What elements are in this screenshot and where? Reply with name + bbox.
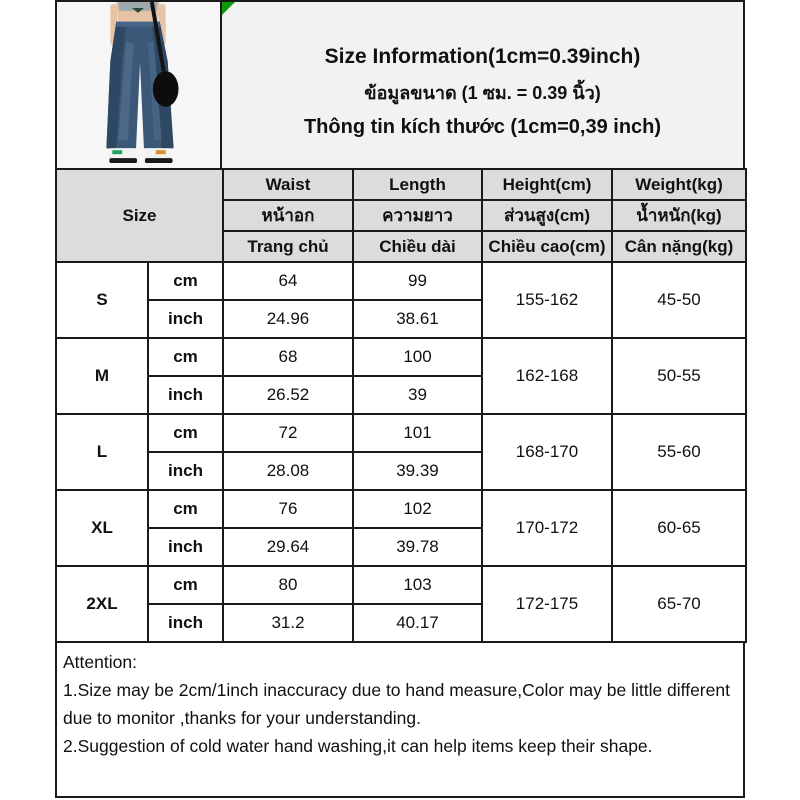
table-row-s-inch: inch 24.96 38.61 (56, 299, 746, 339)
weight-range: 50-55 (611, 337, 747, 415)
length-cm-value: 102 (352, 489, 483, 529)
unit-label-inch: inch (147, 527, 224, 567)
waist-cm-value: 72 (222, 413, 354, 453)
table-row-2xl-inch: inch 31.2 40.17 (56, 603, 746, 643)
size-label: S (55, 261, 149, 339)
unit-label-inch: inch (147, 375, 224, 415)
size-info-title-panel: Size Information(1cm=0.39inch) ข้อมูลขนา… (222, 2, 743, 168)
col-header-waist-vi: Trang chủ (222, 230, 354, 263)
table-row-m-cm: M cm 68 100 162-168 50-55 (55, 337, 747, 415)
table-row-s-cm: S cm 64 99 155-162 45-50 (55, 261, 747, 339)
height-range: 172-175 (481, 565, 613, 643)
unit-label-cm: cm (147, 337, 224, 377)
waist-inch-value: 24.96 (222, 299, 354, 339)
table-row-2xl-cm: 2XL cm 80 103 172-175 65-70 (55, 565, 747, 643)
col-header-weight-en: Weight(kg) (611, 168, 747, 201)
size-label: M (55, 337, 149, 415)
height-range: 162-168 (481, 337, 613, 415)
waist-cm-value: 80 (222, 565, 354, 605)
weight-range: 45-50 (611, 261, 747, 339)
length-inch-value: 38.61 (352, 299, 483, 339)
unit-label-inch: inch (147, 603, 224, 643)
length-inch-value: 39.39 (352, 451, 483, 491)
size-label: 2XL (55, 565, 149, 643)
header-row-th: หน้าอก ความยาว ส่วนสูง(cm) น้ำหนัก(kg) (56, 199, 747, 232)
waist-cm-value: 64 (222, 261, 354, 301)
col-header-height-th: ส่วนสูง(cm) (481, 199, 613, 232)
weight-range: 60-65 (611, 489, 747, 567)
weight-range: 65-70 (611, 565, 747, 643)
height-range: 170-172 (481, 489, 613, 567)
attention-note-1: 1.Size may be 2cm/1inch inaccuracy due t… (63, 680, 730, 728)
title-vietnamese: Thông tin kích thước (1cm=0,39 inch) (303, 116, 662, 138)
size-label: L (55, 413, 149, 491)
table-row-m-inch: inch 26.52 39 (56, 375, 746, 415)
unit-label-inch: inch (147, 451, 224, 491)
height-range: 168-170 (481, 413, 613, 491)
table-row-xl-cm: XL cm 76 102 170-172 60-65 (55, 489, 747, 567)
length-cm-value: 99 (352, 261, 483, 301)
col-header-length-en: Length (352, 168, 483, 201)
model-photo-illustration (57, 2, 220, 168)
waist-cm-value: 68 (222, 337, 354, 377)
attention-label: Attention: (63, 652, 137, 672)
col-header-height-vi: Chiều cao(cm) (481, 230, 613, 263)
length-cm-value: 101 (352, 413, 483, 453)
length-cm-value: 100 (352, 337, 483, 377)
table-row-xl-inch: inch 29.64 39.78 (56, 527, 746, 567)
size-label: XL (55, 489, 149, 567)
header-row-vi: Trang chủ Chiều dài Chiều cao(cm) Cân nặ… (56, 230, 747, 263)
length-inch-value: 39.78 (352, 527, 483, 567)
col-header-height-en: Height(cm) (481, 168, 613, 201)
green-corner-marker-icon (222, 2, 235, 15)
weight-range: 55-60 (611, 413, 747, 491)
size-chart-sheet: Size Information(1cm=0.39inch) ข้อมูลขนา… (55, 0, 747, 798)
table-row-l-inch: inch 28.08 39.39 (56, 451, 746, 491)
length-inch-value: 39 (352, 375, 483, 415)
col-header-weight-th: น้ำหนัก(kg) (611, 199, 747, 232)
attention-notes: Attention: 1.Size may be 2cm/1inch inacc… (55, 643, 745, 798)
length-cm-value: 103 (352, 565, 483, 605)
header-row-en: Size Waist Length Height(cm) Weight(kg) (55, 168, 747, 263)
waist-cm-value: 76 (222, 489, 354, 529)
waist-inch-value: 26.52 (222, 375, 354, 415)
unit-label-cm: cm (147, 413, 224, 453)
top-section: Size Information(1cm=0.39inch) ข้อมูลขนา… (55, 0, 745, 168)
unit-label-cm: cm (147, 489, 224, 529)
col-header-waist-th: หน้าอก (222, 199, 354, 232)
unit-label-cm: cm (147, 261, 224, 301)
title-thai: ข้อมูลขนาด (1 ซม. = 0.39 นิ้ว) (364, 83, 601, 103)
col-header-weight-vi: Cân nặng(kg) (611, 230, 747, 263)
table-row-l-cm: L cm 72 101 168-170 55-60 (55, 413, 747, 491)
size-column-header: Size (55, 168, 224, 263)
title-english: Size Information(1cm=0.39inch) (324, 45, 641, 68)
height-range: 155-162 (481, 261, 613, 339)
unit-label-inch: inch (147, 299, 224, 339)
product-photo (57, 2, 222, 168)
attention-note-2: 2.Suggestion of cold water hand washing,… (63, 736, 653, 756)
col-header-length-th: ความยาว (352, 199, 483, 232)
waist-inch-value: 31.2 (222, 603, 354, 643)
col-header-waist-en: Waist (222, 168, 354, 201)
waist-inch-value: 28.08 (222, 451, 354, 491)
size-table: Size Waist Length Height(cm) Weight(kg) … (55, 168, 747, 643)
waist-inch-value: 29.64 (222, 527, 354, 567)
col-header-length-vi: Chiều dài (352, 230, 483, 263)
length-inch-value: 40.17 (352, 603, 483, 643)
unit-label-cm: cm (147, 565, 224, 605)
